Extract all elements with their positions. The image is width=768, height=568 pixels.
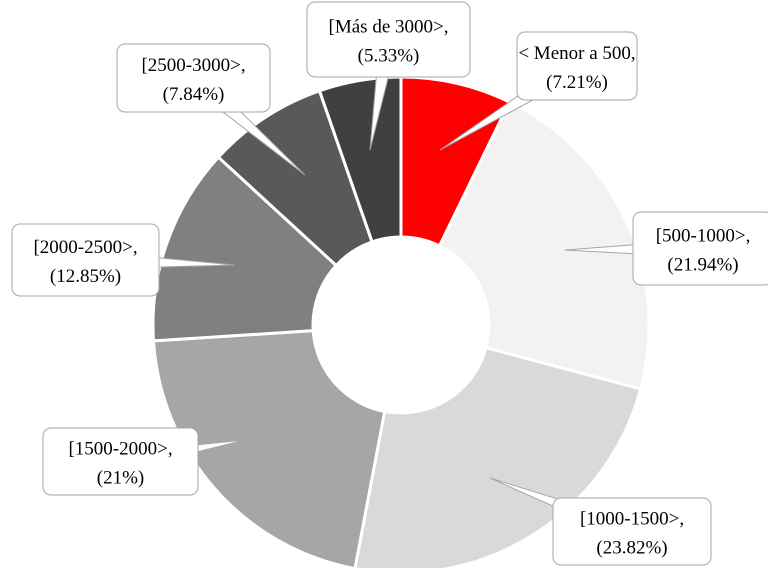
callout-box: [306, 1, 471, 78]
slice: [151, 329, 387, 568]
callout: < Menor a 500, (7.21%): [439, 31, 638, 151]
category-name: [2000-2500>: [33, 237, 132, 258]
category-name: [1000-1500>: [580, 509, 679, 530]
label-separator: ,: [444, 17, 449, 38]
callout: [2500-3000>, (7.84%): [116, 43, 306, 176]
callout-box: [116, 43, 271, 113]
data-label-value: (21.94%): [667, 255, 738, 276]
category-name: [500-1000>: [656, 226, 746, 247]
data-label-category: [2500-3000>,: [141, 55, 245, 76]
slice: [437, 100, 651, 391]
label-separator: ,: [679, 509, 684, 530]
callout-box: [516, 31, 638, 101]
category-name: [Más de 3000>: [329, 17, 444, 38]
callout: [1000-1500>, (23.82%): [489, 477, 712, 566]
data-label-category: [2000-2500>,: [33, 237, 137, 258]
callout-box: [632, 211, 768, 286]
category-name: [2500-3000>: [141, 55, 240, 76]
callout-box: [42, 427, 199, 496]
callout: [2000-2500>, (12.85%): [11, 223, 236, 297]
label-separator: ,: [133, 237, 138, 258]
data-label-category: [500-1000>,: [656, 226, 751, 247]
data-label-category: < Menor a 500,: [518, 43, 635, 64]
data-label-category: [1000-1500>,: [580, 509, 684, 530]
category-name: [1500-2000>: [68, 439, 167, 460]
callout-box: [11, 223, 160, 297]
label-separator: ,: [631, 43, 636, 64]
data-label-value: (5.33%): [358, 46, 420, 67]
callout: [1500-2000>, (21%): [42, 427, 246, 496]
category-name: < Menor a 500: [518, 43, 631, 64]
label-separator: ,: [168, 439, 173, 460]
label-separator: ,: [241, 55, 246, 76]
label-separator: ,: [746, 226, 751, 247]
data-label-category: [Más de 3000>,: [329, 17, 449, 38]
callout: [500-1000>, (21.94%): [564, 211, 768, 286]
data-label-value: (23.82%): [596, 538, 667, 559]
data-label-value: (7.21%): [546, 72, 608, 93]
callout: [Más de 3000>, (5.33%): [306, 1, 471, 151]
slices: [151, 75, 651, 568]
callout-box: [552, 497, 712, 566]
data-label-value: (21%): [97, 468, 144, 489]
slice: [353, 345, 643, 568]
labels: < Menor a 500, (7.21%) [500-1000>, (21.94%)…: [11, 1, 768, 566]
data-label-category: [1500-2000>,: [68, 439, 172, 460]
data-label-value: (12.85%): [50, 266, 121, 287]
data-label-value: (7.84%): [163, 84, 225, 105]
